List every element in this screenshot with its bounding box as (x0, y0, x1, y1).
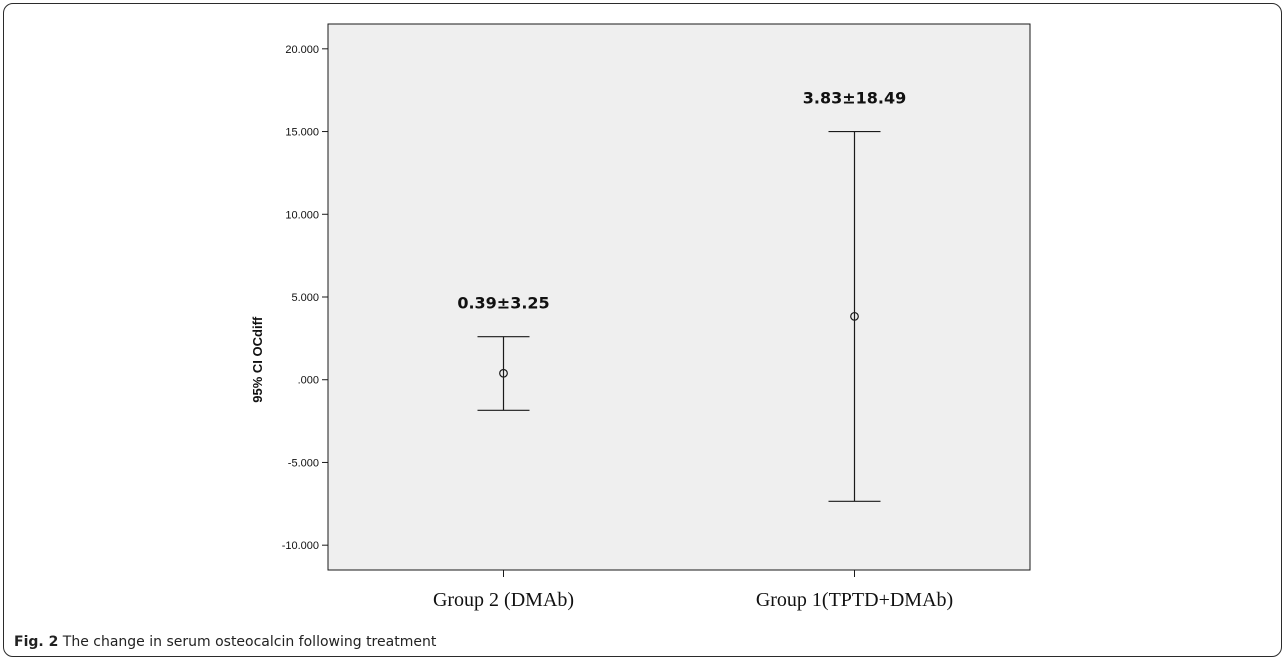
x-axis: Group 2 (DMAb) Group 1(TPTD+DMAb) (433, 570, 953, 611)
mean-marker (499, 368, 508, 378)
caption-text: The change in serum osteocalcin followin… (62, 634, 437, 650)
y-tick-label: 5.000 (291, 292, 319, 304)
figure-caption: Fig. 2 The change in serum osteocalcin f… (14, 634, 436, 650)
y-tick-label: .000 (298, 375, 319, 387)
y-tick-label: 20.000 (285, 44, 319, 56)
caption-label: Fig. 2 (14, 634, 59, 650)
mean-marker (850, 311, 859, 321)
mean-sd-annotation: 0.39±3.25 (457, 294, 549, 313)
error-bar-group: 3.83±18.49 (803, 89, 907, 502)
x-category-label: Group 2 (DMAb) (433, 589, 574, 611)
x-category-label: Group 1(TPTD+DMAb) (756, 589, 953, 611)
error-bar-group: 0.39±3.25 (457, 294, 550, 411)
y-tick-label: 15.000 (285, 127, 319, 139)
y-tick-label: -10.000 (282, 540, 319, 552)
plot-area (327, 23, 1031, 571)
y-axis: -10.000 -5.000 .000 5.000 10.000 15.000 20.000 (282, 44, 328, 552)
y-axis-label: 95% CI OCdiff (250, 316, 265, 403)
y-tick-label: 10.000 (285, 209, 319, 221)
error-bar-chart: -10.000 -5.000 .000 5.000 10.000 15.000 20.000… (250, 23, 1031, 611)
mean-sd-annotation: 3.83±18.49 (803, 89, 907, 108)
y-tick-label: -5.000 (288, 457, 319, 469)
error-bars: 0.39±3.25 3.83±18.49 (457, 89, 906, 502)
